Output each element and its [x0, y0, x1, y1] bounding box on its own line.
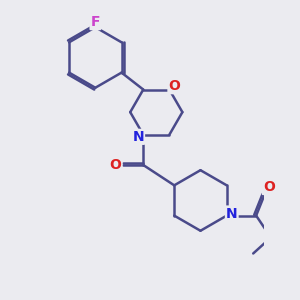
Text: O: O	[263, 180, 275, 194]
Text: O: O	[169, 79, 180, 93]
Text: O: O	[110, 158, 122, 172]
Text: N: N	[226, 206, 238, 220]
Text: N: N	[132, 130, 144, 144]
Text: F: F	[91, 15, 100, 29]
